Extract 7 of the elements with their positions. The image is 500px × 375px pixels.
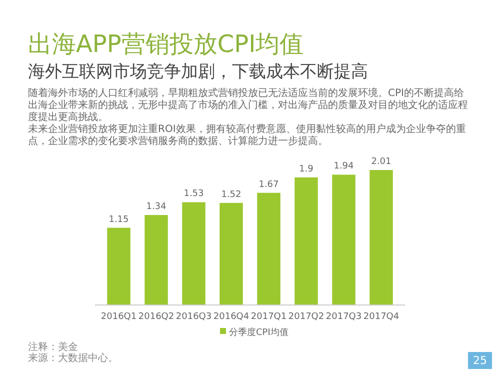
title: 出海APP营销投放CPI均值 xyxy=(28,29,304,60)
annotation: 未来企业营销投放将更加注重ROI效果，拥有较高付费意愿、使用黏性较高的用户成为企业争夺的重点，企业需求的变化要求营销服务商的数据、计算能力进一步提高。 xyxy=(28,124,467,148)
annotation: 注释：美金 xyxy=(28,340,78,353)
subtitle: 海外互联网市场竞争加剧，下载成本不断提高 xyxy=(28,61,368,83)
annotation: 来源：大数据中心。 xyxy=(28,352,118,365)
annotation: 25 xyxy=(468,352,492,369)
annotation: 随着海外市场的人口红利减弱，早期粗放式营销投放已无法适应当前的发展环境。CPI的不断提高给出海企业带来新的挑战，无形中提高了市场的准入门槛，对出海产品的质量及对目的地文化的适应程度提出更高挑战。 xyxy=(28,88,468,124)
